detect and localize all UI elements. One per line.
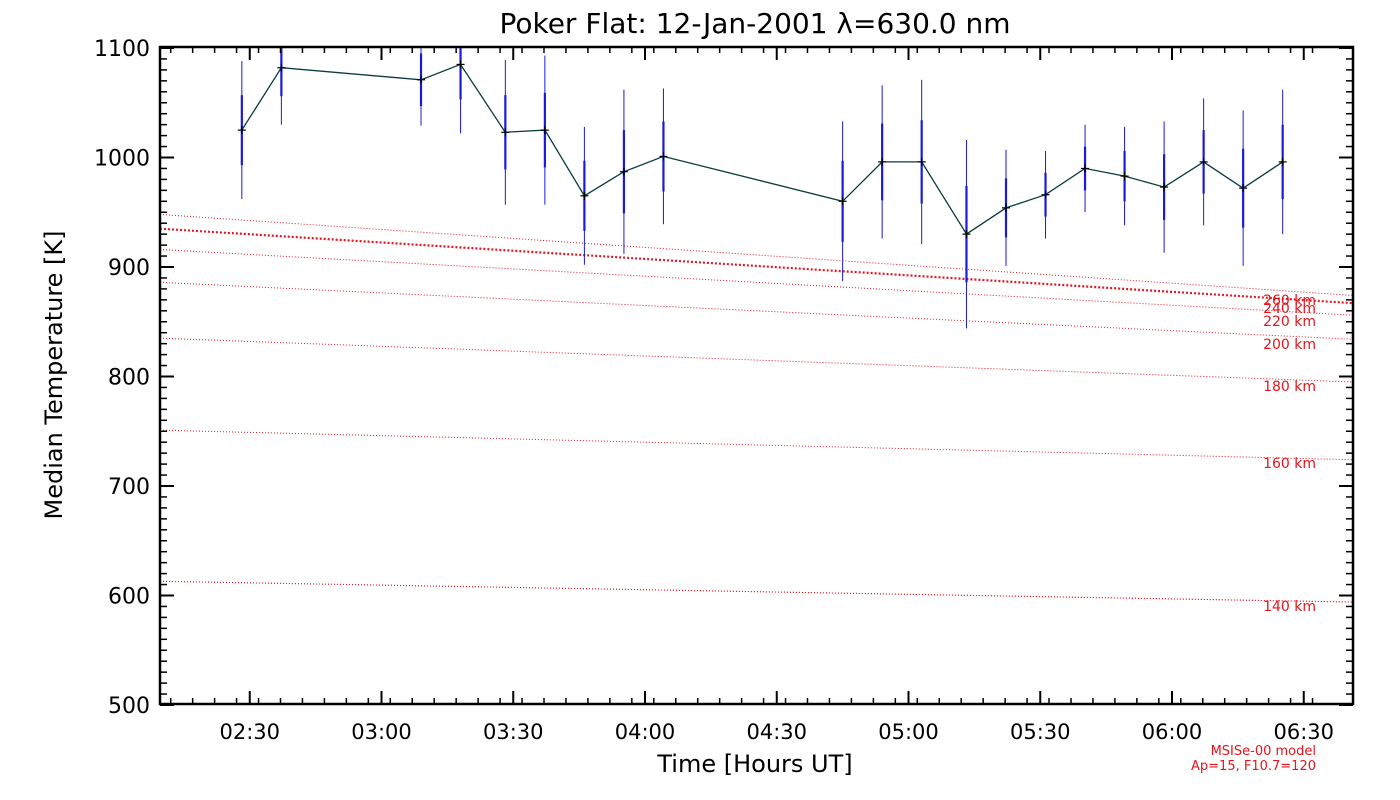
- data-point: [456, 60, 465, 69]
- model-note-line2: Ap=15, F10.7=120: [1191, 759, 1316, 774]
- data-series: [237, 47, 1287, 329]
- model-line-180km: [159, 429, 1354, 461]
- data-point: [501, 128, 510, 137]
- axes: 02:30 03:00 03:30 04:00 04:30 05:00 05:30 06:00…: [94, 37, 1353, 744]
- y-tick-label: 900: [108, 256, 150, 281]
- y-axis-label: Median Temperature [K]: [40, 230, 68, 519]
- model-line-240km: [159, 227, 1354, 305]
- y-tick-label: 600: [108, 585, 150, 610]
- y-tick-label: 700: [108, 475, 150, 500]
- data-point: [619, 167, 628, 176]
- model-line-220km: [159, 281, 1354, 340]
- x-tick-label: 03:30: [483, 720, 544, 744]
- y-tick-label: 500: [108, 694, 150, 719]
- x-tick-label: 04:30: [746, 720, 807, 744]
- model-note-line1: MSISe-00 model: [1211, 744, 1316, 759]
- data-point: [1199, 157, 1208, 166]
- x-tick-label: 03:00: [351, 720, 412, 744]
- x-tick-label: 05:30: [1010, 720, 1071, 744]
- model-line-label: 140 km: [1263, 599, 1316, 615]
- data-point: [962, 230, 971, 239]
- data-point: [580, 191, 589, 200]
- x-tick-label: 02:30: [219, 720, 280, 744]
- data-point: [917, 157, 926, 166]
- data-point: [1160, 183, 1169, 192]
- model-line-260km: [159, 213, 1354, 296]
- data-point: [540, 126, 549, 135]
- model-line-200km: [159, 337, 1354, 383]
- data-point: [277, 63, 286, 72]
- model-line-label: 220 km: [1263, 314, 1316, 330]
- y-tick-label: 800: [108, 366, 150, 391]
- y-tick-label: 1000: [94, 147, 150, 172]
- model-line-label: 240 km: [1263, 301, 1316, 317]
- model-line-230km: [159, 248, 1354, 316]
- data-point: [878, 157, 887, 166]
- data-point: [659, 152, 668, 161]
- series-line: [241, 63, 1284, 236]
- chart-title: Poker Flat: 12-Jan-2001 λ=630.0 nm: [499, 7, 1010, 40]
- model-line-140km: [159, 580, 1354, 603]
- data-point: [417, 75, 426, 84]
- data-point: [1041, 190, 1050, 199]
- data-point: [1081, 164, 1090, 173]
- data-point: [1001, 203, 1010, 212]
- x-tick-label: 05:00: [878, 720, 939, 744]
- model-line-label: 260 km: [1263, 293, 1316, 309]
- data-point: [838, 197, 847, 206]
- model-line-label: 180 km: [1263, 379, 1316, 395]
- x-tick-label: 06:30: [1273, 720, 1334, 744]
- data-point: [1239, 184, 1248, 193]
- y-tick-label: 1100: [94, 37, 150, 62]
- model-line-label: 200 km: [1263, 337, 1316, 353]
- x-axis-label: Time [Hours UT]: [656, 750, 852, 778]
- data-point: [1278, 157, 1287, 166]
- x-tick-label: 04:00: [615, 720, 676, 744]
- data-point: [1120, 172, 1129, 181]
- x-tick-label: 06:00: [1142, 720, 1203, 744]
- data-point: [237, 126, 246, 135]
- model-line-label: 160 km: [1263, 456, 1316, 472]
